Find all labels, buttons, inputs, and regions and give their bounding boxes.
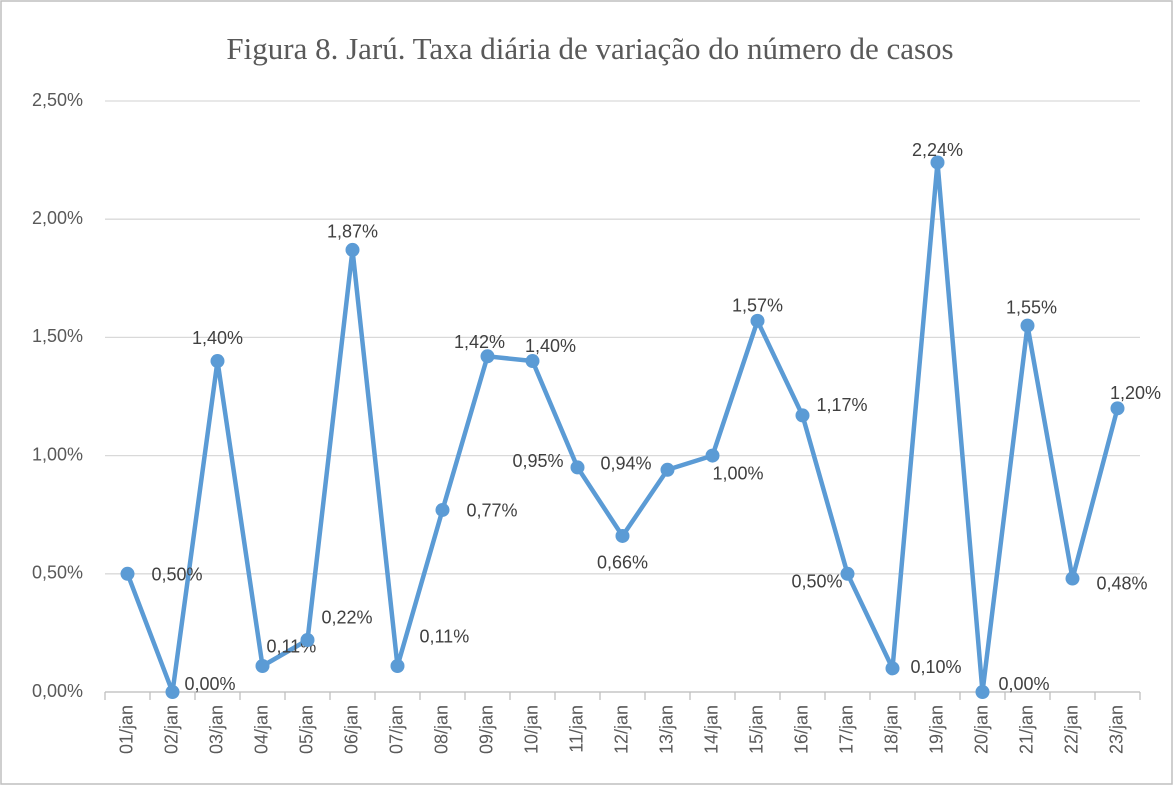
- data-label: 0,11%: [420, 627, 470, 647]
- data-label: 0,48%: [1097, 573, 1148, 593]
- data-point: [615, 528, 630, 543]
- x-tick-label: 16/jan: [791, 705, 811, 754]
- data-point: [300, 632, 315, 647]
- data-point: [1110, 401, 1125, 416]
- data-point: [255, 658, 270, 673]
- data-label: 0,10%: [911, 657, 962, 677]
- x-tick-label: 03/jan: [206, 705, 226, 754]
- data-label: 1,17%: [817, 395, 868, 415]
- x-tick-label: 18/jan: [881, 705, 901, 754]
- chart-title: Figura 8. Jarú. Taxa diária de variação …: [226, 31, 953, 66]
- data-point: [840, 566, 855, 581]
- x-tick-label: 01/jan: [116, 705, 136, 754]
- data-label: 1,00%: [713, 463, 764, 483]
- x-tick-label: 10/jan: [521, 705, 541, 754]
- data-point: [435, 502, 450, 517]
- x-tick-label: 19/jan: [926, 705, 946, 754]
- x-tick-label: 14/jan: [701, 705, 721, 754]
- x-tick-label: 23/jan: [1106, 705, 1126, 754]
- data-label: 0,00%: [185, 674, 236, 694]
- y-tick-label: 0,00%: [32, 681, 83, 701]
- data-point: [345, 242, 360, 257]
- x-tick-label: 07/jan: [386, 705, 406, 754]
- x-tick-label: 05/jan: [296, 705, 316, 754]
- data-label: 0,94%: [600, 454, 651, 474]
- data-label: 1,40%: [192, 328, 243, 348]
- x-tick-label: 21/jan: [1016, 705, 1036, 754]
- data-label: 0,50%: [152, 565, 203, 585]
- data-point: [165, 685, 180, 699]
- data-label: 1,40%: [525, 336, 576, 356]
- x-tick-label: 12/jan: [611, 705, 631, 754]
- data-point: [660, 462, 675, 477]
- x-tick-label: 04/jan: [251, 705, 271, 754]
- data-label: 2,24%: [912, 140, 963, 160]
- x-tick-label: 13/jan: [656, 705, 676, 754]
- x-tick-label: 08/jan: [431, 705, 451, 754]
- data-label: 1,55%: [1006, 297, 1057, 317]
- y-tick-label: 1,00%: [32, 444, 83, 464]
- data-point: [570, 460, 585, 475]
- data-point: [795, 408, 810, 423]
- x-tick-label: 22/jan: [1061, 705, 1081, 754]
- data-point: [120, 566, 135, 581]
- y-tick-label: 1,50%: [32, 326, 83, 346]
- data-label: 0,95%: [512, 451, 563, 471]
- x-tick-label: 17/jan: [836, 705, 856, 754]
- data-point: [210, 354, 225, 369]
- data-label: 1,57%: [732, 296, 783, 316]
- y-tick-label: 2,00%: [32, 208, 83, 228]
- data-label: 0,50%: [791, 572, 842, 592]
- data-label: 0,00%: [999, 674, 1050, 694]
- data-point: [930, 155, 945, 170]
- x-tick-label: 11/jan: [566, 705, 586, 753]
- y-tick-label: 2,50%: [32, 90, 83, 110]
- x-tick-label: 09/jan: [476, 705, 496, 754]
- data-point: [1065, 571, 1080, 586]
- data-point: [885, 661, 900, 676]
- data-point: [1020, 318, 1035, 333]
- data-point: [390, 658, 405, 673]
- data-label: 1,42%: [454, 332, 505, 352]
- data-point: [525, 354, 540, 369]
- data-point: [705, 448, 720, 463]
- data-point: [480, 349, 495, 364]
- x-tick-label: 15/jan: [746, 705, 766, 754]
- data-point: [975, 685, 990, 699]
- data-point: [750, 313, 765, 328]
- data-label: 0,66%: [597, 553, 648, 573]
- x-tick-label: 20/jan: [971, 705, 991, 754]
- x-tick-label: 02/jan: [161, 705, 181, 754]
- x-tick-label: 06/jan: [341, 705, 361, 754]
- y-tick-label: 0,50%: [32, 563, 83, 583]
- data-label: 0,22%: [322, 608, 373, 628]
- data-label: 1,87%: [327, 222, 378, 242]
- data-label: 0,77%: [467, 501, 518, 521]
- data-label: 1,20%: [1110, 383, 1161, 403]
